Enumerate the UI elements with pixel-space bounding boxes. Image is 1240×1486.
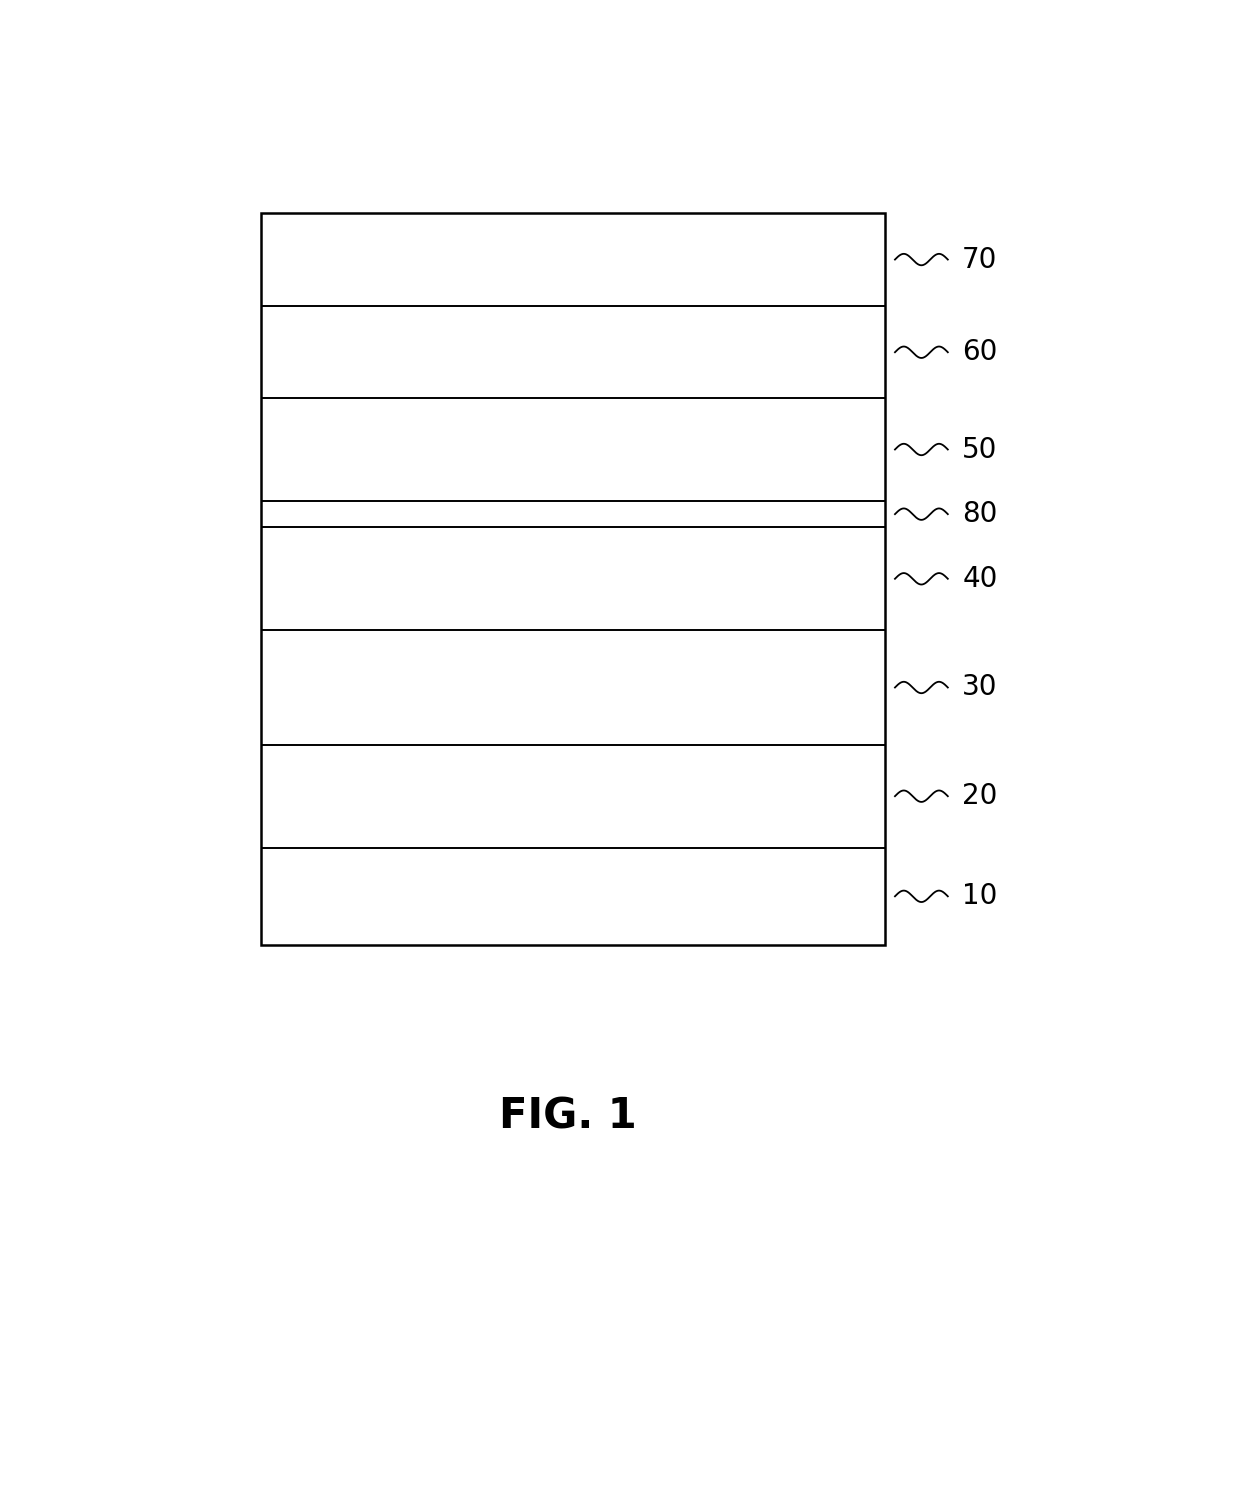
Text: 60: 60 (962, 339, 998, 366)
Text: FIG. 1: FIG. 1 (500, 1095, 637, 1138)
Text: 70: 70 (962, 245, 998, 273)
Text: 30: 30 (962, 673, 998, 701)
Text: 50: 50 (962, 435, 998, 464)
Bar (260, 212, 885, 945)
Text: 20: 20 (962, 782, 998, 810)
Text: 40: 40 (962, 565, 998, 593)
Text: 80: 80 (962, 501, 998, 528)
Text: 10: 10 (962, 883, 998, 911)
